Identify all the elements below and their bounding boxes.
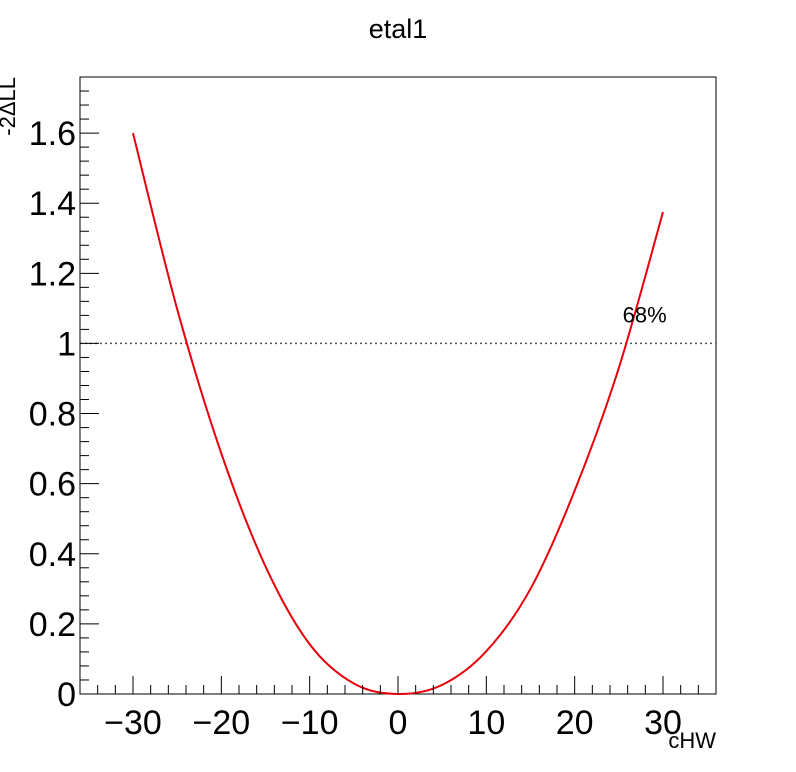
plot-frame	[79, 76, 717, 695]
x-tick-label: −20	[192, 704, 250, 742]
y-axis-label-group: -2ΔLL	[0, 77, 20, 136]
y-axis-label: -2ΔLL	[0, 77, 20, 136]
y-tick-label: 0.2	[29, 606, 76, 644]
y-tick-label: 0.8	[29, 396, 76, 434]
ticks-group: −30 −20 −10 0 10 20 30 0 0.2 0.4 0.6 0.8 1 1.2 1.4 1.6	[29, 76, 717, 742]
annotations-group: 68%	[623, 302, 667, 327]
series-group	[132, 132, 664, 696]
y-tick-label: 1.2	[29, 255, 76, 293]
axes	[79, 76, 717, 695]
x-tick-label: −30	[104, 704, 162, 742]
y-tick-label: 1	[57, 325, 76, 363]
y-tick-label: 0.6	[29, 466, 76, 504]
annotation-label: 68%	[623, 302, 667, 327]
x-tick-label: 0	[389, 704, 408, 742]
x-tick-label: −10	[281, 704, 339, 742]
y-tick-label: 0	[57, 676, 76, 714]
x-tick-label: 10	[467, 704, 505, 742]
x-tick-label: 20	[556, 704, 594, 742]
x-axis-label: cHW	[668, 728, 716, 753]
y-tick-label: 1.6	[29, 115, 76, 153]
x-tick-label: 30	[644, 704, 682, 742]
chart-title: etal1	[369, 14, 428, 44]
series-line	[132, 132, 664, 696]
y-tick-label: 0.4	[29, 536, 76, 574]
y-tick-label: 1.4	[29, 185, 76, 223]
